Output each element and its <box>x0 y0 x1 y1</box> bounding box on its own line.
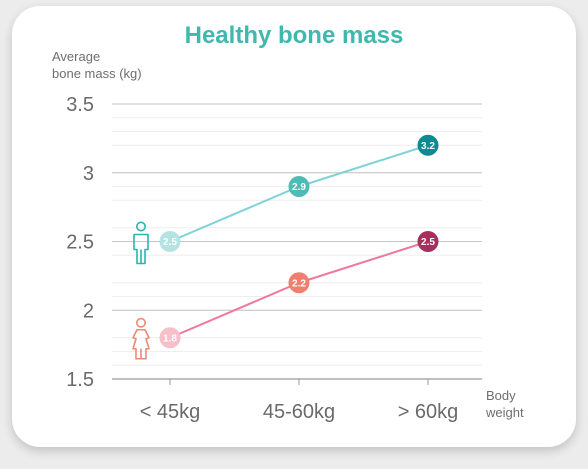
data-label: 2.5 <box>421 237 435 248</box>
chart-title: Healthy bone mass <box>184 22 404 49</box>
x-axis-label: Body weight <box>486 387 556 421</box>
y-axis-label-line-2: bone mass (kg) <box>52 66 142 81</box>
data-label: 3.2 <box>421 141 435 152</box>
data-point <box>159 327 181 349</box>
data-label: 1.8 <box>163 333 177 344</box>
female-icon <box>132 317 150 360</box>
x-tick-label: 45-60kg <box>263 401 335 423</box>
y-tick-label: 3 <box>83 163 94 185</box>
data-label: 2.5 <box>163 237 177 248</box>
x-tick-label: > 60kg <box>398 401 459 423</box>
data-point <box>288 272 310 294</box>
data-point <box>288 176 310 197</box>
data-point <box>417 231 439 252</box>
y-axis-label-line-1: Average <box>52 49 101 64</box>
y-tick-label: 1.5 <box>66 369 94 391</box>
data-label: 2.2 <box>292 278 306 289</box>
chart-card <box>12 6 576 447</box>
male-icon <box>133 221 149 265</box>
y-tick-label: 2 <box>83 300 94 322</box>
y-tick-label: 3.5 <box>66 94 94 116</box>
y-axis-label: Average bone mass (kg) <box>52 48 192 82</box>
x-axis-label-line-1: Body <box>486 388 516 403</box>
data-point <box>159 231 181 252</box>
data-point <box>417 134 439 156</box>
x-axis-label-line-2: weight <box>486 405 524 420</box>
y-tick-label: 2.5 <box>66 232 94 254</box>
data-label: 2.9 <box>292 182 306 193</box>
x-tick-label: < 45kg <box>140 401 201 423</box>
